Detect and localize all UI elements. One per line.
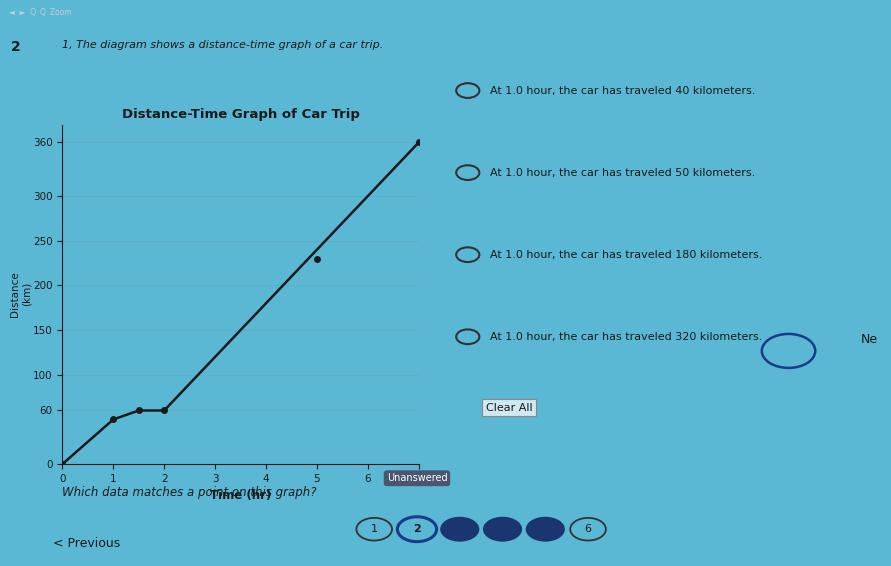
Title: Distance-Time Graph of Car Trip: Distance-Time Graph of Car Trip: [122, 108, 359, 121]
Text: ✓: ✓: [498, 524, 507, 534]
Text: < Previous: < Previous: [53, 537, 120, 550]
X-axis label: Time (hr): Time (hr): [210, 490, 271, 503]
Text: Ne: Ne: [861, 333, 878, 346]
Text: At 1.0 hour, the car has traveled 50 kilometers.: At 1.0 hour, the car has traveled 50 kil…: [490, 168, 756, 178]
Text: At 1.0 hour, the car has traveled 180 kilometers.: At 1.0 hour, the car has traveled 180 ki…: [490, 250, 763, 260]
Text: 2: 2: [11, 40, 20, 54]
Text: 1: 1: [371, 524, 378, 534]
Text: 1, The diagram shows a distance-time graph of a car trip.: 1, The diagram shows a distance-time gra…: [62, 40, 384, 50]
Text: Clear All: Clear All: [486, 402, 532, 413]
Text: ✓: ✓: [541, 524, 550, 534]
Text: At 1.0 hour, the car has traveled 320 kilometers.: At 1.0 hour, the car has traveled 320 ki…: [490, 332, 763, 342]
Text: At 1.0 hour, the car has traveled 40 kilometers.: At 1.0 hour, the car has traveled 40 kil…: [490, 85, 756, 96]
Text: 2: 2: [413, 524, 421, 534]
Text: Unanswered: Unanswered: [387, 473, 447, 483]
Text: 6: 6: [584, 524, 592, 534]
Text: ✓: ✓: [455, 524, 464, 534]
Y-axis label: Distance
(km): Distance (km): [10, 272, 31, 317]
Text: Which data matches a point on this graph?: Which data matches a point on this graph…: [62, 486, 317, 499]
Text: ◄  ►  Q  Q  Zoom: ◄ ► Q Q Zoom: [9, 8, 71, 18]
